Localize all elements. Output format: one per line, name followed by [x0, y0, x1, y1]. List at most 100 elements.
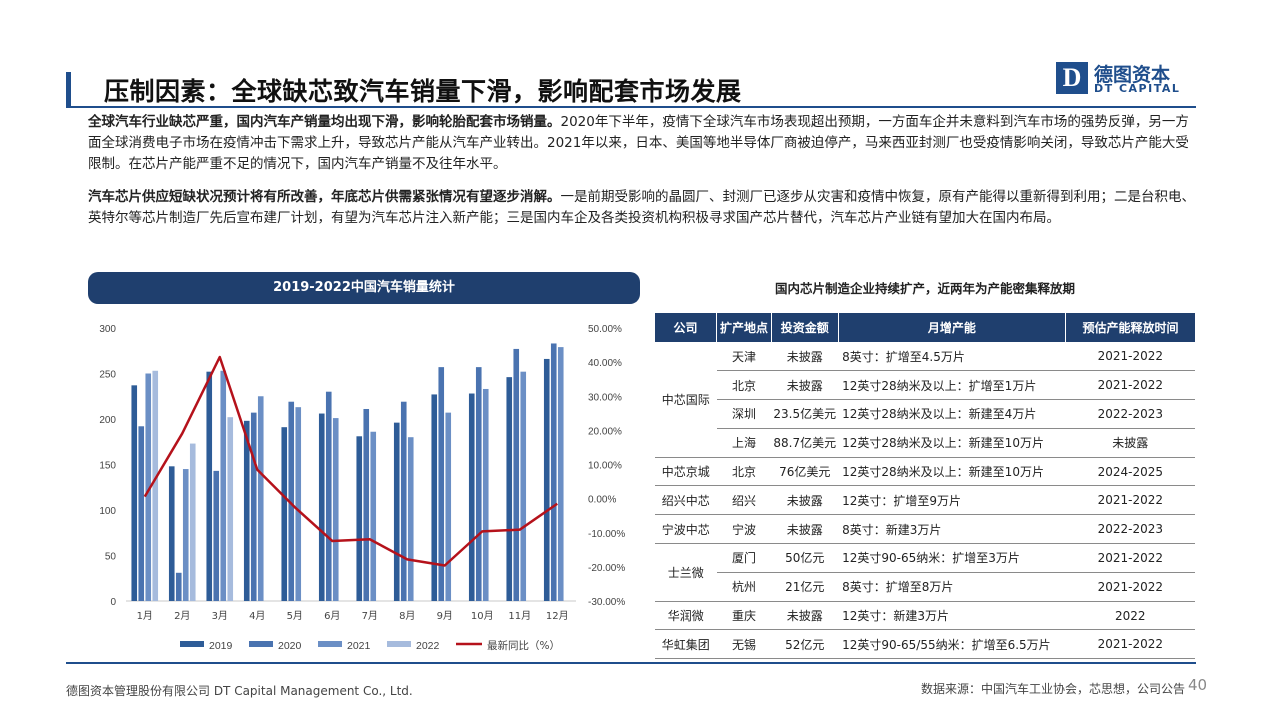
bar-2021: [295, 407, 302, 601]
investment-cell: 未披露: [771, 485, 839, 516]
table-row: 宁波中芯 宁波 未披露 8英寸：新建3万片 2022-2023: [655, 514, 1195, 545]
release-time-cell: 2022-2023: [1065, 399, 1195, 429]
legend-label: 最新同比（%）: [487, 639, 560, 652]
bar-2022: [227, 417, 234, 601]
release-time-cell: 2021-2022: [1065, 370, 1195, 401]
table-header-cell: 公司: [655, 313, 718, 342]
release-time-cell: 2021-2022: [1065, 485, 1195, 516]
y-tick-label: 50: [105, 552, 117, 563]
x-tick-label: 12月: [546, 610, 569, 622]
y2-tick-label: 50.00%: [588, 324, 622, 335]
bar-2021: [370, 431, 377, 601]
table-title: 国内芯片制造企业持续扩产，近两年为产能密集释放期: [774, 281, 1075, 296]
table-header-row: 公司 扩产地点 投资金额 月增产能 预估产能释放时间: [655, 313, 1195, 342]
paragraph-chip-outlook: 汽车芯片供应短缺状况预计将有所改善，年底芯片供需紧张情况有望逐步消解。一是前期受…: [88, 187, 1198, 229]
sales-chart: 0 50 100 150 200 250 300 -30.00% -20.00% -10.00% 0…: [99, 324, 625, 652]
investment-cell: 未披露: [771, 370, 839, 401]
bar-2020: [325, 391, 332, 601]
y2-tick-label: 0.00%: [588, 495, 616, 506]
y-tick-label: 0: [110, 597, 116, 608]
title-accent-bar: [66, 72, 71, 106]
bar-2021: [520, 371, 527, 601]
company-cell: 宁波中芯: [655, 514, 717, 545]
y2-tick-label: -20.00%: [588, 563, 625, 574]
table-header-cell: 月增产能: [838, 313, 1067, 342]
bar-2022: [152, 370, 159, 601]
capacity-cell: 12英寸：新建3万片: [838, 601, 1066, 631]
bar-2019: [168, 466, 175, 601]
company-name: 德图资本管理股份有限公司 DT Capital Management Co., …: [66, 684, 413, 698]
capacity-cell: 12英寸90-65/55纳米：扩增至6.5万片: [838, 629, 1066, 660]
location-cell: 厦门: [716, 543, 772, 573]
bar-2019: [393, 422, 400, 601]
x-tick-label: 11月: [508, 610, 531, 622]
logo-mark-icon: D: [1056, 62, 1088, 94]
company-logo: D 德图资本 DT CAPITAL: [1056, 60, 1196, 100]
location-cell: 北京: [716, 457, 772, 487]
bar-2020: [288, 401, 295, 601]
investment-cell: 未披露: [771, 342, 839, 372]
table-row: 绍兴中芯 绍兴 未披露 12英寸：扩增至9万片 2021-2022: [655, 485, 1195, 516]
y-tick-label: 100: [99, 506, 116, 517]
bar-2020: [138, 426, 145, 601]
release-time-cell: 2021-2022: [1065, 543, 1195, 573]
yoy-line: [143, 355, 558, 567]
capacity-cell: 8英寸：扩增至8万片: [838, 572, 1066, 602]
capacity-cell: 8英寸：新建3万片: [838, 514, 1066, 545]
paragraph-chip-shortage: 全球汽车行业缺芯严重，国内汽车产销量均出现下滑，影响轮胎配套市场销量。2020年…: [88, 112, 1198, 175]
release-time-cell: 2022-2023: [1065, 514, 1195, 545]
x-tick-label: 8月: [399, 610, 415, 622]
y2-tick-label: 10.00%: [588, 461, 622, 472]
company-cell: 中芯国际: [655, 342, 717, 458]
paragraph-lead: 汽车芯片供应短缺状况预计将有所改善，年底芯片供需紧张情况有望逐步消解。: [88, 189, 561, 205]
location-cell: 杭州: [716, 572, 772, 602]
bar-2021: [182, 469, 189, 601]
table-row: 上海 88.7亿美元 12英寸28纳米及以上：新建至10万片 未披露: [655, 428, 1195, 458]
bar-2021: [257, 396, 264, 601]
bar-2021: [557, 347, 564, 601]
bar-2021: [407, 437, 414, 601]
capacity-cell: 12英寸28纳米及以上：新建至10万片: [838, 457, 1066, 487]
page-title: 压制因素：全球缺芯致汽车销量下滑，影响配套市场发展: [104, 77, 742, 106]
y2-tick-label: 30.00%: [588, 392, 622, 403]
table-header-cell: 投资金额: [771, 313, 839, 342]
bar-2020: [213, 470, 220, 601]
table-header-cell: 扩产地点: [716, 313, 772, 342]
y-tick-label: 200: [99, 415, 116, 426]
investment-cell: 88.7亿美元: [771, 428, 839, 458]
release-time-cell: 2022: [1065, 601, 1195, 631]
bar-2019: [206, 371, 213, 601]
bar-2020: [550, 343, 557, 601]
title-divider: [66, 106, 1196, 108]
chart-title: 2019-2022中国汽车销量统计: [88, 272, 640, 304]
capacity-cell: 12英寸28纳米及以上：新建至10万片: [838, 428, 1066, 458]
bar-2019: [506, 377, 513, 601]
company-cell: 士兰微: [655, 543, 717, 602]
logo-text-cn: 德图资本: [1094, 64, 1171, 86]
bar-2019: [468, 393, 475, 601]
bar-2020: [175, 572, 182, 601]
legend-swatch-2019: [180, 641, 204, 647]
location-cell: 重庆: [716, 601, 772, 631]
x-tick-label: 3月: [212, 610, 228, 622]
x-tick-label: 7月: [362, 610, 378, 622]
x-tick-label: 4月: [249, 610, 265, 622]
bar-2021: [482, 388, 489, 601]
legend-label: 2021: [347, 640, 371, 652]
location-cell: 深圳: [716, 399, 772, 429]
investment-cell: 21亿元: [771, 572, 839, 602]
release-time-cell: 2021-2022: [1065, 572, 1195, 602]
data-source: 数据来源：中国汽车工业协会，芯思想，公司公告: [920, 682, 1185, 696]
investment-cell: 50亿元: [771, 543, 839, 573]
x-tick-label: 1月: [137, 610, 153, 622]
x-tick-label: 9月: [437, 610, 453, 622]
legend-label: 2022: [416, 640, 440, 652]
capacity-cell: 12英寸28纳米及以上：新建至4万片: [838, 399, 1066, 429]
y2-tick-label: 40.00%: [588, 358, 622, 369]
location-cell: 上海: [716, 428, 772, 458]
bar-2019: [318, 413, 325, 601]
investment-cell: 未披露: [771, 601, 839, 631]
paragraph-body: 一是前期受影响的晶圆厂、封测厂已逐步从灾害和疫情中恢复，原有产能得以重新得到利用…: [88, 189, 1195, 226]
location-cell: 无锡: [716, 629, 772, 660]
bar-2020: [475, 367, 482, 601]
